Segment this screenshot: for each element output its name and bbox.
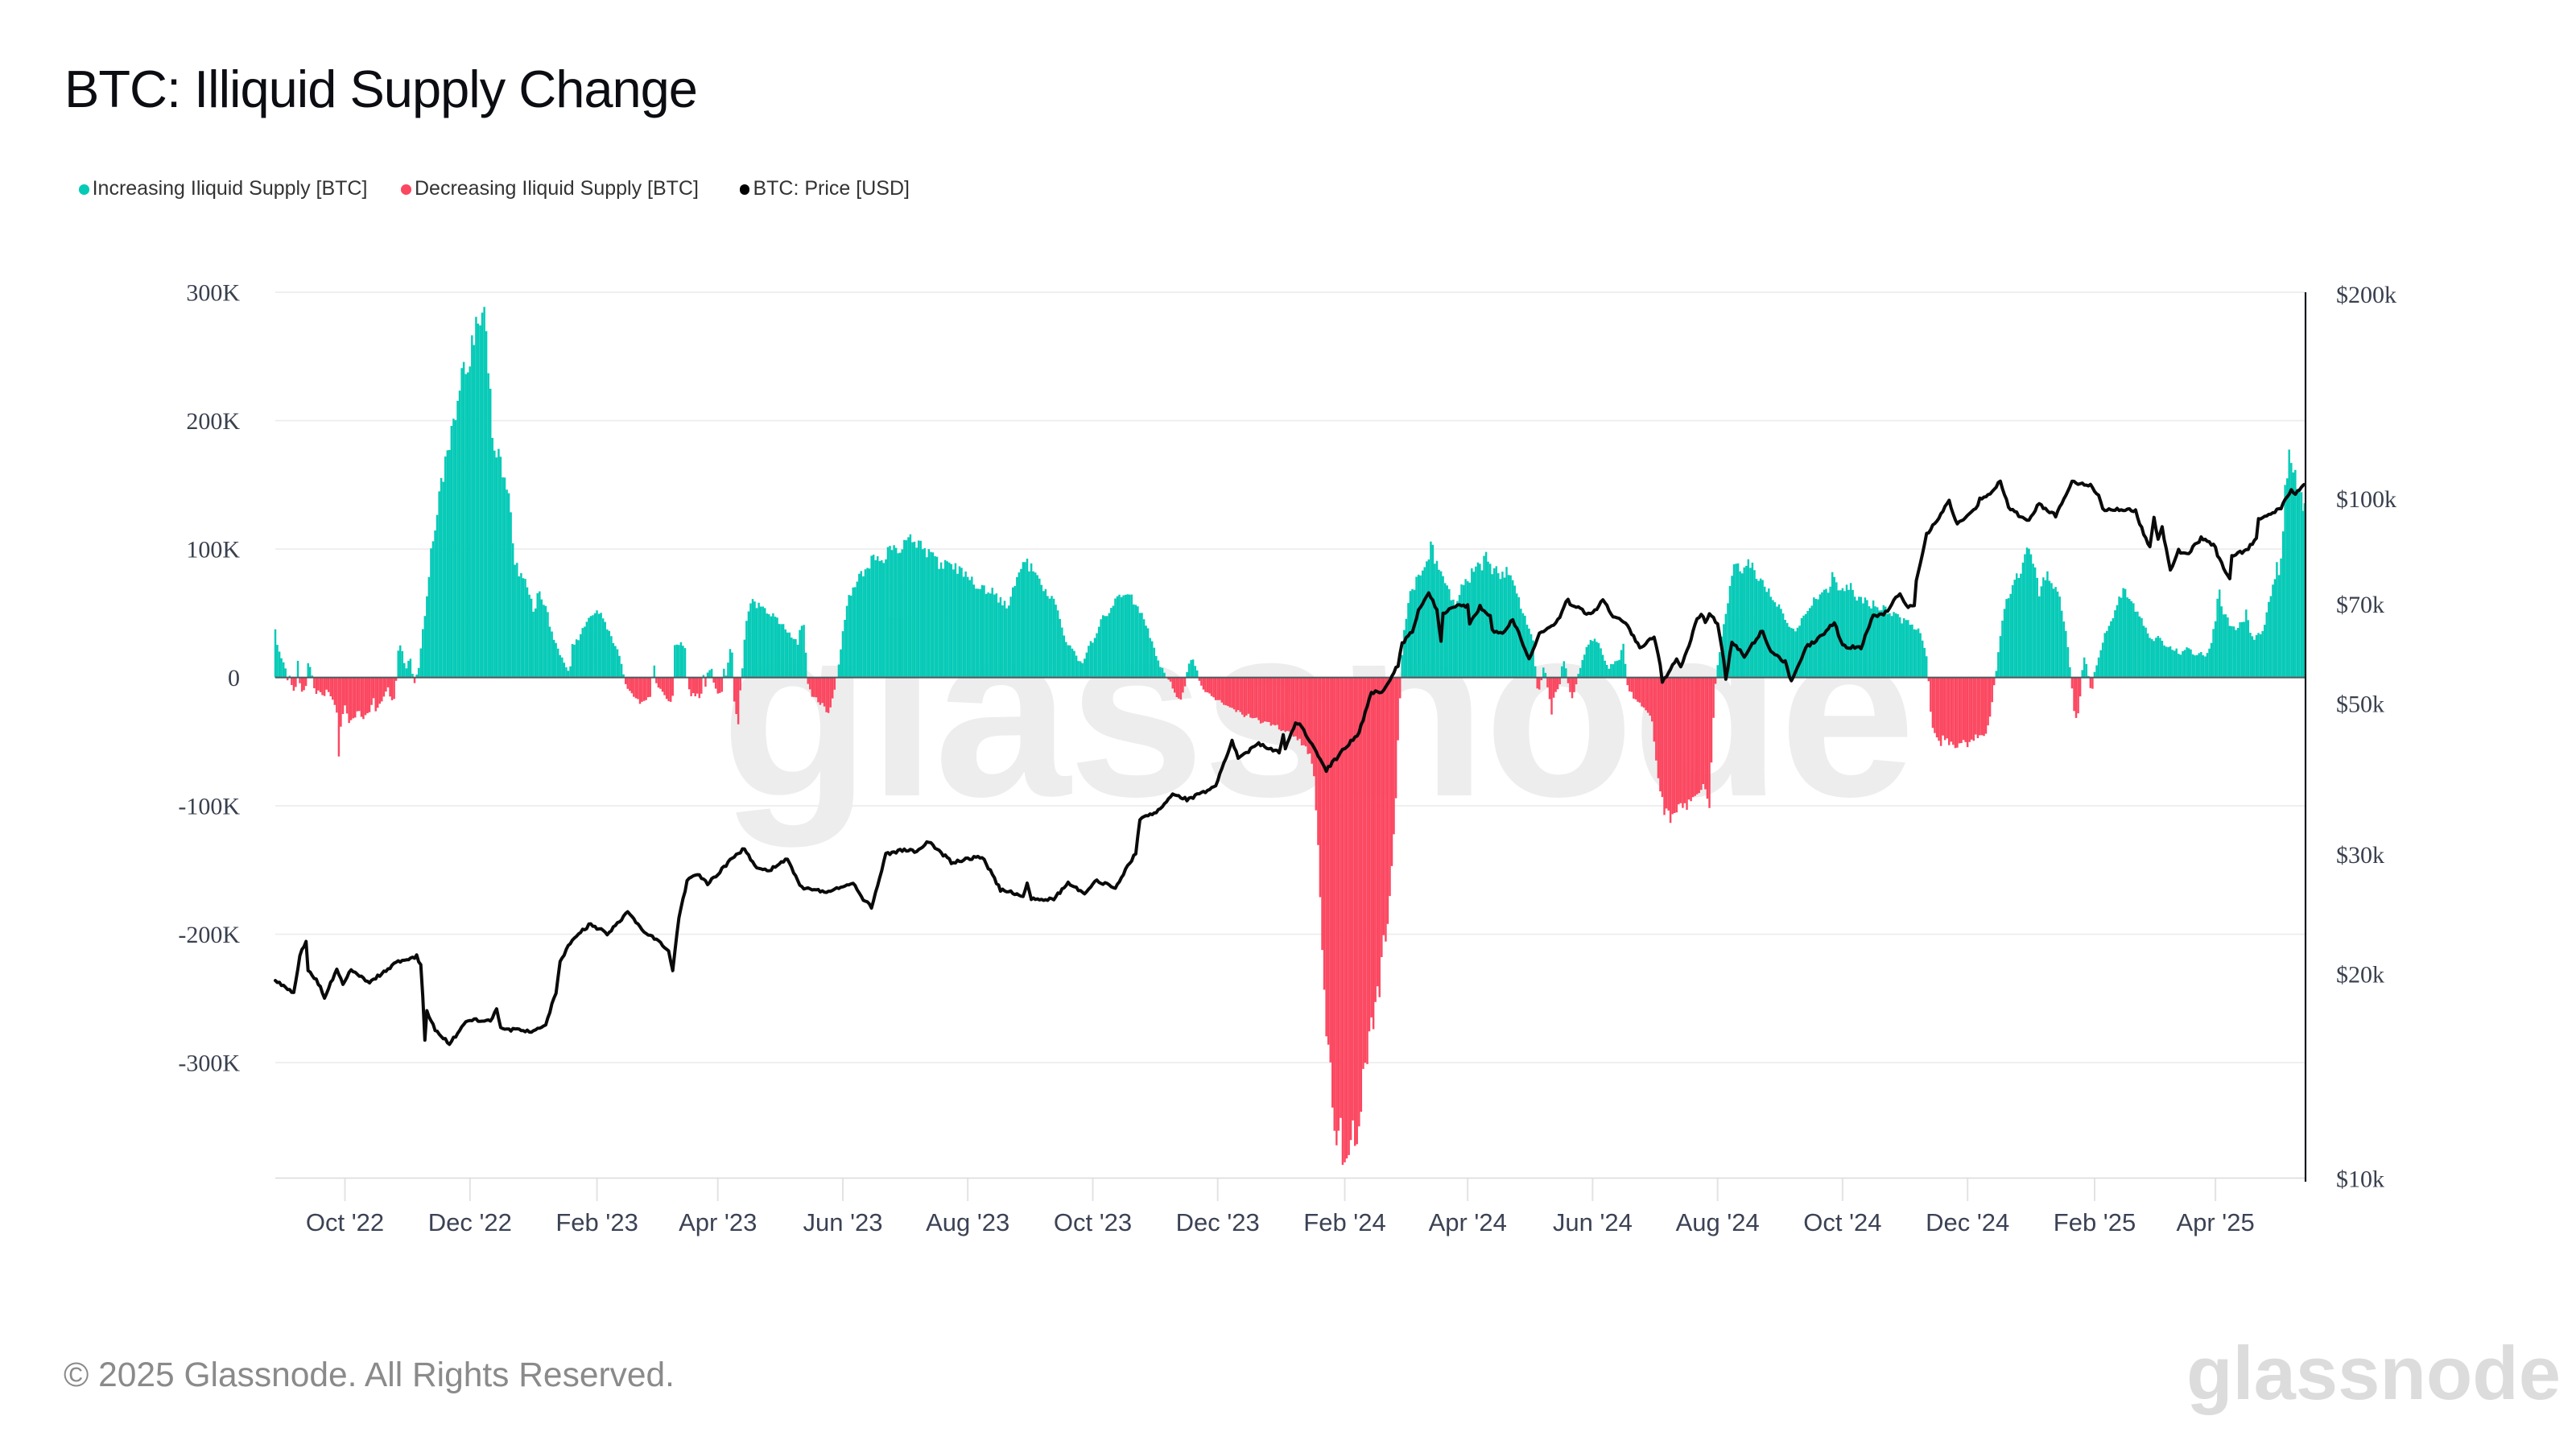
svg-text:Aug '24: Aug '24	[1676, 1208, 1760, 1236]
svg-text:-200K: -200K	[178, 922, 240, 948]
svg-text:Oct '23: Oct '23	[1054, 1208, 1132, 1236]
svg-text:$70k: $70k	[2336, 592, 2384, 618]
svg-text:100K: 100K	[186, 537, 240, 563]
svg-text:Dec '23: Dec '23	[1176, 1208, 1260, 1236]
svg-text:Apr '24: Apr '24	[1429, 1208, 1507, 1236]
svg-text:$10k: $10k	[2336, 1166, 2384, 1193]
svg-text:Feb '23: Feb '23	[555, 1208, 638, 1236]
svg-text:Oct '22: Oct '22	[306, 1208, 384, 1236]
svg-text:300K: 300K	[186, 280, 240, 307]
svg-text:Jun '24: Jun '24	[1553, 1208, 1633, 1236]
svg-text:Jun '23: Jun '23	[803, 1208, 883, 1236]
svg-text:Oct '24: Oct '24	[1803, 1208, 1881, 1236]
svg-text:0: 0	[228, 665, 240, 691]
svg-text:$30k: $30k	[2336, 842, 2384, 869]
svg-text:$200k: $200k	[2336, 282, 2396, 308]
svg-text:Aug '23: Aug '23	[926, 1208, 1009, 1236]
svg-text:$100k: $100k	[2336, 486, 2396, 513]
svg-text:Dec '24: Dec '24	[1926, 1208, 2009, 1236]
svg-text:$20k: $20k	[2336, 961, 2384, 988]
svg-text:-300K: -300K	[178, 1051, 240, 1077]
svg-text:-100K: -100K	[178, 794, 240, 820]
svg-text:Dec '22: Dec '22	[428, 1208, 512, 1236]
svg-text:Apr '23: Apr '23	[679, 1208, 757, 1236]
svg-text:Apr '25: Apr '25	[2176, 1208, 2254, 1236]
svg-text:Feb '25: Feb '25	[2054, 1208, 2136, 1236]
svg-text:$50k: $50k	[2336, 691, 2384, 718]
svg-text:Feb '24: Feb '24	[1303, 1208, 1385, 1236]
svg-text:200K: 200K	[186, 408, 240, 435]
